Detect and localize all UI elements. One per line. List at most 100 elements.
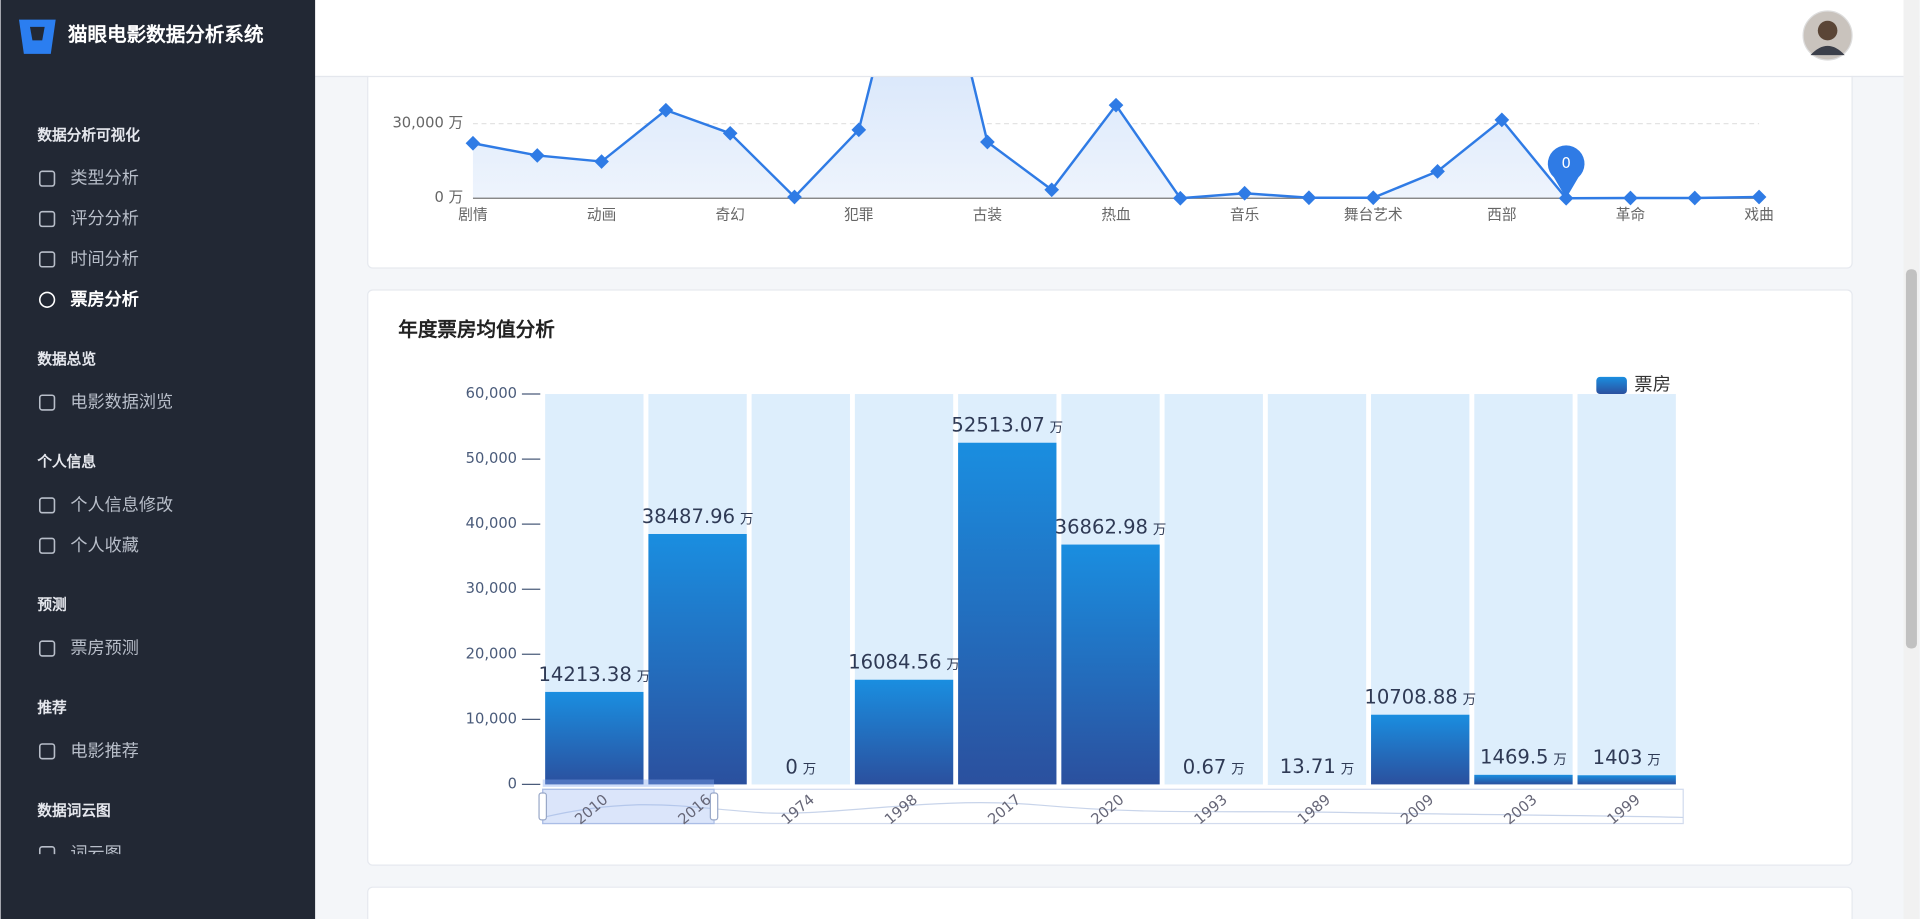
menu-icon xyxy=(38,537,56,554)
menu-item[interactable]: 时间分析 xyxy=(70,249,139,269)
menu-item[interactable]: 词云图 xyxy=(70,844,121,864)
value-number: 52513.07 xyxy=(951,413,1044,436)
marker xyxy=(980,134,995,150)
marker xyxy=(1494,112,1510,128)
header xyxy=(315,0,1920,76)
menu-heading: 数据总览 xyxy=(37,350,96,368)
value-number: 13.71 xyxy=(1280,755,1336,778)
value-number: 16084.56 xyxy=(848,650,941,673)
value-label: 16084.56 万 xyxy=(848,650,960,673)
y-tick-label: 40,000 xyxy=(466,515,517,532)
value-number: 1403 xyxy=(1593,746,1643,769)
menu-icon xyxy=(38,743,56,760)
y-tick-label: 0 万 xyxy=(435,189,464,206)
marker xyxy=(1044,182,1060,198)
value-label: 36862.98 万 xyxy=(1055,515,1167,538)
marker xyxy=(1237,185,1252,201)
menu-heading: 数据分析可视化 xyxy=(37,126,140,144)
value-number: 10708.88 xyxy=(1364,685,1457,708)
value-unit: 万 xyxy=(946,658,959,673)
menu-item[interactable]: 个人信息修改 xyxy=(70,495,173,515)
bar-background xyxy=(1164,394,1263,785)
marker xyxy=(787,189,802,205)
value-number: 36862.98 xyxy=(1055,515,1148,538)
bar xyxy=(545,691,644,785)
menu-item[interactable]: 评分分析 xyxy=(70,209,139,229)
value-number: 14213.38 xyxy=(538,662,631,685)
marker xyxy=(1365,190,1381,206)
value-unit: 万 xyxy=(740,512,753,527)
value-unit: 万 xyxy=(637,670,650,685)
datazoom-top[interactable] xyxy=(542,779,715,787)
x-tick-label: 奇幻 xyxy=(716,206,745,223)
logo-inner xyxy=(29,26,45,41)
legend-label[interactable]: 票房 xyxy=(1634,374,1671,395)
y-tick-label: 0 xyxy=(508,775,517,792)
bar xyxy=(1061,544,1160,785)
menu-icon xyxy=(38,394,56,411)
value-unit: 万 xyxy=(1463,693,1476,708)
marker xyxy=(658,102,674,118)
value-unit: 万 xyxy=(1341,763,1354,778)
menu-heading: 数据词云图 xyxy=(37,801,110,819)
menu-item[interactable]: 票房预测 xyxy=(70,639,139,659)
menu-heading: 个人信息 xyxy=(36,453,96,471)
y-tick-label: 10,000 xyxy=(466,710,517,727)
menu-icon xyxy=(38,170,56,187)
menu-icon xyxy=(38,497,56,514)
x-tick-label: 热血 xyxy=(1101,206,1131,223)
menu-icon xyxy=(38,210,56,228)
x-tick-label: 古装 xyxy=(973,206,1003,223)
value-unit: 万 xyxy=(1050,421,1063,436)
x-tick-label: 犯罪 xyxy=(844,206,873,223)
datazoom-handle[interactable] xyxy=(709,792,719,821)
mark-pin xyxy=(1547,145,1585,199)
card xyxy=(367,886,1853,919)
menu-icon xyxy=(38,640,56,657)
value-number: 1469.5 xyxy=(1480,745,1548,768)
app-title: 猫眼电影数据分析系统 xyxy=(68,23,264,46)
x-tick-label: 动画 xyxy=(587,206,616,223)
menu-item[interactable]: 个人收藏 xyxy=(70,536,139,556)
marker xyxy=(465,135,481,151)
bar-background xyxy=(1474,394,1573,785)
value-unit: 万 xyxy=(1153,523,1166,538)
menu-heading: 推荐 xyxy=(37,699,67,717)
value-label: 1403 万 xyxy=(1593,746,1661,769)
datazoom-handle[interactable] xyxy=(538,792,548,821)
legend-swatch[interactable] xyxy=(1596,376,1627,395)
value-number: 38487.96 xyxy=(642,504,735,527)
menu-item[interactable]: 类型分析 xyxy=(70,169,139,189)
value-label: 13.71 万 xyxy=(1280,755,1354,778)
menu-icon xyxy=(38,846,56,855)
avatar-body xyxy=(1810,45,1845,56)
value-number: 0 xyxy=(785,755,797,778)
menu-item[interactable]: 电影数据浏览 xyxy=(70,393,173,413)
y-tick-label: 30,000 xyxy=(466,580,517,597)
x-tick-label: 舞台艺术 xyxy=(1344,206,1403,223)
menu-item[interactable]: 票房分析 xyxy=(70,289,139,310)
bar xyxy=(1371,714,1470,785)
bar xyxy=(1577,775,1676,785)
x-tick-label: 音乐 xyxy=(1230,206,1260,223)
bar-background xyxy=(751,394,850,785)
x-tick-label: 革命 xyxy=(1616,205,1646,223)
x-tick-label: 剧情 xyxy=(458,206,488,223)
chart-title: 年度票房均值分析 xyxy=(398,318,555,341)
value-label: 52513.07 万 xyxy=(951,413,1063,436)
x-tick-label: 戏曲 xyxy=(1744,206,1773,223)
menu-icon xyxy=(38,251,56,268)
marker xyxy=(1687,190,1703,206)
mark-label: 0 xyxy=(1561,155,1570,172)
sidebar xyxy=(0,0,316,919)
y-tick-label: 60,000 xyxy=(466,385,517,402)
scrollbar-thumb[interactable] xyxy=(1905,269,1917,649)
marker xyxy=(1751,189,1767,205)
menu-heading: 预测 xyxy=(37,596,66,614)
menu-item[interactable]: 电影推荐 xyxy=(70,741,139,761)
bar-background xyxy=(1267,394,1367,785)
value-label: 1469.5 万 xyxy=(1480,745,1567,768)
